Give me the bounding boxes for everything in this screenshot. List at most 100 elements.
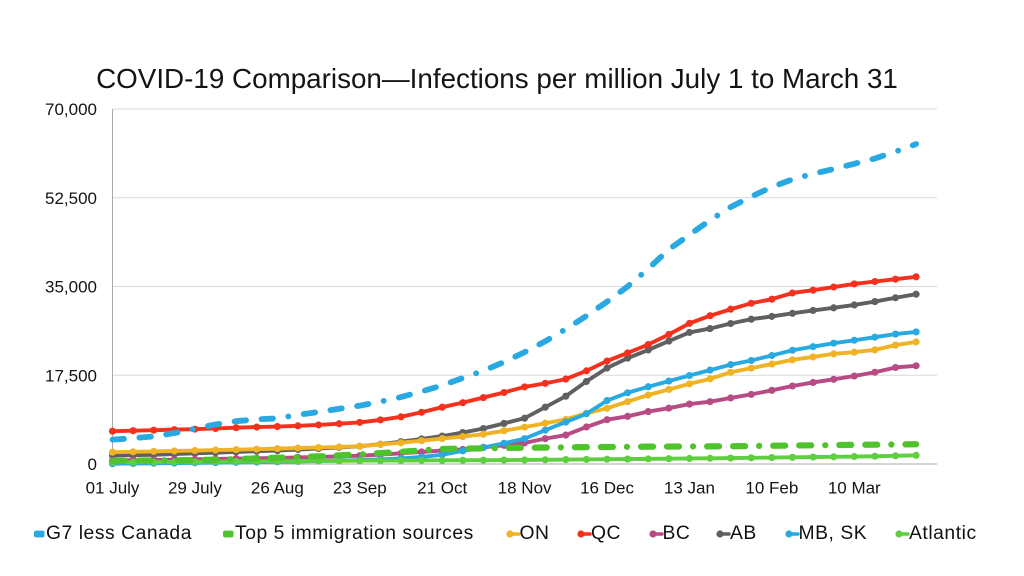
- series-marker-ab: [665, 337, 673, 345]
- series-marker-on: [912, 338, 920, 346]
- series-line-qc: [110, 274, 919, 434]
- series-marker-ab: [768, 312, 776, 320]
- series-marker-on: [397, 439, 405, 447]
- series-marker-bc: [685, 400, 693, 408]
- series-marker-mb-sk: [727, 361, 735, 369]
- series-marker-qc: [294, 422, 302, 430]
- legend-label: ON: [519, 523, 550, 544]
- x-axis-tick-label: 26 Aug: [251, 479, 304, 498]
- series-marker-mb-sk: [768, 351, 776, 360]
- series-marker-on: [830, 350, 838, 358]
- legend-item-qc: QC: [577, 523, 621, 545]
- series-marker-mb-sk: [871, 333, 879, 341]
- series-marker-qc: [150, 426, 158, 434]
- series-marker-on: [706, 375, 714, 383]
- series-marker-on: [850, 348, 858, 356]
- y-axis-tick-label: 0: [88, 455, 97, 474]
- series-marker-mb-sk: [541, 426, 549, 434]
- series-marker-atlantic: [912, 451, 920, 459]
- legend-item-on: ON: [505, 523, 550, 545]
- series-marker-qc: [479, 394, 487, 402]
- legend-item-atlantic: Atlantic: [895, 523, 977, 545]
- series-marker-ab: [624, 354, 632, 362]
- series-marker-qc: [108, 427, 117, 435]
- series-marker-atlantic: [582, 455, 590, 463]
- series-marker-atlantic: [809, 453, 817, 461]
- series-marker-bc: [788, 382, 797, 390]
- series-marker-mb-sk: [624, 389, 632, 397]
- series-marker-qc: [912, 273, 920, 281]
- series-marker-qc: [521, 383, 529, 391]
- series-marker-on: [665, 385, 673, 394]
- series-marker-atlantic: [335, 457, 343, 465]
- chart-title: COVID-19 Comparison—Infections per milli…: [96, 63, 898, 94]
- series-marker-qc: [335, 420, 343, 428]
- series-marker-on: [253, 445, 261, 453]
- series-marker-qc: [624, 349, 632, 357]
- series-marker-on: [418, 437, 426, 445]
- series-marker-ab: [747, 315, 755, 323]
- series-marker-atlantic: [685, 454, 693, 463]
- series-marker-ab: [479, 424, 487, 433]
- legend-item-mb-sk: MB, SK: [784, 523, 868, 545]
- series-marker-atlantic: [768, 454, 776, 462]
- series-marker-on: [479, 430, 487, 438]
- series-marker-ab: [541, 403, 549, 411]
- series-marker-ab: [500, 419, 508, 427]
- series-marker-ab: [706, 325, 714, 333]
- series-marker-qc: [850, 280, 858, 288]
- series-marker-atlantic: [706, 454, 714, 462]
- legend-marker-mb-sk-icon: [784, 530, 800, 538]
- series-marker-bc: [562, 431, 570, 439]
- x-axis-tick-label: 16 Dec: [580, 479, 634, 498]
- series-marker-qc: [562, 375, 570, 383]
- x-axis-tick-label: 18 Nov: [498, 479, 552, 498]
- series-marker-atlantic: [459, 456, 467, 464]
- series-marker-on: [747, 364, 755, 372]
- series-marker-qc: [768, 295, 776, 303]
- legend-item-top-5-immigration-sources: Top 5 immigration sources: [223, 523, 474, 545]
- series-marker-on: [541, 419, 549, 427]
- x-axis-tick-label: 01 July: [86, 479, 140, 498]
- series-marker-atlantic: [418, 456, 426, 464]
- series-marker-mb-sk: [438, 451, 446, 459]
- series-marker-mb-sk: [830, 339, 838, 347]
- series-marker-on: [356, 442, 364, 450]
- series-marker-mb-sk: [685, 371, 693, 380]
- series-marker-atlantic: [891, 452, 900, 460]
- series-marker-bc: [727, 394, 735, 402]
- series-marker-on: [335, 443, 343, 451]
- series-marker-qc: [727, 305, 735, 313]
- series-marker-bc: [830, 375, 838, 383]
- series-marker-atlantic: [727, 454, 735, 462]
- series-marker-ab: [685, 328, 693, 336]
- legend-marker-g7-less-canada-icon: [34, 530, 45, 538]
- series-marker-mb-sk: [706, 366, 714, 374]
- series-marker-ab: [850, 301, 858, 309]
- legend-marker-top-5-immigration-sources-icon: [223, 530, 234, 538]
- series-marker-on: [521, 423, 529, 431]
- series-marker-qc: [438, 403, 446, 411]
- series-marker-mb-sk: [788, 346, 797, 354]
- series-marker-atlantic: [788, 453, 797, 461]
- series-marker-qc: [232, 424, 240, 432]
- series-marker-qc: [603, 357, 611, 365]
- legend-label: MB, SK: [798, 523, 868, 544]
- legend-label: BC: [662, 523, 691, 544]
- legend-item-bc: BC: [648, 523, 691, 545]
- series-marker-qc: [706, 312, 714, 320]
- series-marker-on: [294, 444, 302, 452]
- series-marker-qc: [376, 416, 384, 424]
- series-marker-mb-sk: [459, 447, 467, 455]
- series-marker-atlantic: [479, 456, 487, 464]
- series-marker-bc: [912, 362, 920, 370]
- series-marker-qc: [582, 367, 590, 375]
- series-marker-atlantic: [438, 456, 446, 464]
- series-marker-on: [644, 391, 652, 399]
- x-axis-tick-label: 21 Oct: [417, 479, 467, 498]
- series-marker-on: [768, 360, 776, 368]
- series-marker-on: [500, 427, 508, 435]
- series-marker-qc: [129, 427, 137, 435]
- series-marker-atlantic: [356, 457, 364, 465]
